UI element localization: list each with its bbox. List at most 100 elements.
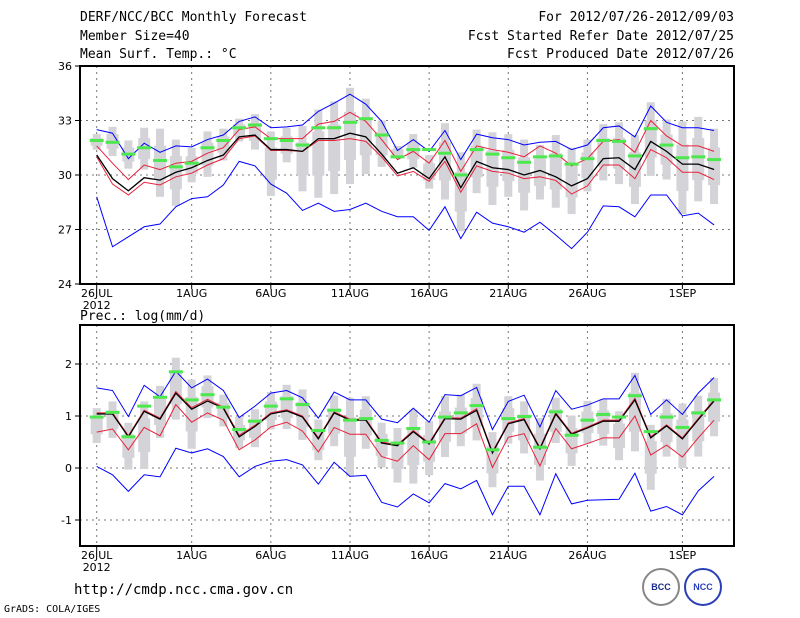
observation-mark — [248, 419, 262, 423]
ensemble-iqr-box — [375, 132, 388, 156]
ensemble-iqr-box — [343, 111, 356, 161]
observation-mark — [248, 123, 262, 127]
observation-mark — [612, 139, 627, 143]
ensemble-iqr-box — [533, 158, 546, 186]
observation-mark — [200, 393, 215, 397]
observation-mark — [406, 148, 421, 152]
observation-mark — [548, 410, 563, 414]
ensemble-iqr-box — [201, 386, 214, 408]
observation-mark — [216, 138, 231, 142]
ensemble-iqr-box — [407, 428, 420, 466]
observation-mark — [469, 404, 484, 408]
temperature-panel: 24 27 30 33 36 26JUL 1AUG 6AUG 11AUG 16AUG 21AUG 26… — [58, 60, 735, 312]
ensemble-mean-line — [96, 392, 715, 455]
ensemble-iqr-box — [549, 409, 562, 432]
ensemble-iqr-box — [708, 392, 721, 422]
observation-mark — [659, 143, 674, 147]
website-link[interactable]: http://cmdp.ncc.cma.gov.cn — [74, 582, 294, 598]
ensemble-iqr-box — [90, 416, 103, 435]
observation-mark — [327, 408, 342, 412]
observation-mark — [691, 411, 706, 415]
observation-mark — [279, 397, 294, 401]
ensemble-iqr-box — [613, 137, 626, 169]
ensemble-iqr-box — [486, 445, 499, 474]
observation-mark — [374, 438, 389, 442]
x-tick-label: 6AUG — [255, 287, 286, 300]
ensemble-iqr-box — [597, 138, 610, 167]
upper-spread-line — [96, 390, 715, 454]
observation-mark — [532, 445, 547, 449]
observation-mark — [548, 154, 563, 158]
observation-mark — [485, 448, 500, 452]
x-tick-label: 1SEP — [669, 287, 697, 300]
observation-mark — [627, 394, 642, 398]
observation-mark — [437, 415, 452, 419]
observation-mark — [216, 405, 231, 409]
plot-frame — [79, 324, 735, 547]
observation-mark — [659, 415, 674, 419]
observation-mark — [675, 425, 690, 429]
observation-mark — [168, 370, 183, 374]
x-tick-label: 11AUG — [331, 549, 369, 562]
ensemble-iqr-box — [391, 441, 404, 469]
x-tick-label: 16AUG — [410, 287, 448, 300]
ensemble-iqr-box — [581, 152, 594, 179]
observation-mark — [105, 140, 120, 144]
x-tick-label: 21AUG — [489, 287, 527, 300]
x-tick-label: 26AUG — [568, 549, 606, 562]
lower-spread-line — [96, 135, 715, 196]
observation-mark — [342, 120, 357, 124]
observation-mark — [327, 126, 342, 130]
forecast-period: For 2012/07/26-2012/09/03 — [538, 10, 734, 25]
lower-spread-line — [96, 403, 715, 469]
y-tick-label: 33 — [58, 115, 72, 128]
observation-mark — [532, 155, 547, 159]
observation-mark — [501, 417, 516, 421]
precip-panel: -1 0 1 2 26JUL 1AUG 6AUG 11AUG 16AUG 21AUG 26AUG 1S… — [61, 324, 735, 574]
start-date: Fcst Started Refer Date 2012/07/25 — [467, 29, 734, 44]
observation-mark — [422, 440, 437, 444]
ensemble-iqr-box — [613, 423, 626, 448]
observation-mark — [342, 418, 357, 422]
y-tick-label: 30 — [58, 169, 72, 182]
precip-panel-title: Prec.: log(mm/d) — [80, 309, 206, 324]
observation-mark — [596, 412, 611, 416]
ensemble-iqr-box — [106, 410, 119, 429]
bcc-logo: BCC — [642, 568, 680, 606]
observation-mark — [564, 433, 579, 437]
y-tick-label: 27 — [58, 224, 72, 237]
y-tick-label: 1 — [65, 410, 72, 423]
x-tick-label: 26AUG — [568, 287, 606, 300]
ensemble-iqr-box — [154, 145, 167, 180]
observation-mark — [168, 165, 183, 169]
observation-mark — [485, 152, 500, 156]
observation-mark — [422, 148, 437, 152]
y-tick-label: 24 — [58, 278, 72, 291]
x-tick-label: 1AUG — [176, 287, 207, 300]
ensemble-iqr-box — [692, 137, 705, 181]
plot-frame — [79, 65, 735, 285]
upper-spread-line — [96, 111, 715, 181]
ensemble-iqr-box — [708, 147, 721, 186]
ncc-logo-text: NCC — [693, 582, 713, 592]
ensemble-iqr-box — [644, 441, 657, 474]
ensemble-iqr-box — [502, 149, 515, 182]
y-tick-label: 36 — [58, 60, 72, 73]
ensemble-iqr-box — [185, 396, 198, 432]
observation-mark — [121, 152, 136, 156]
observation-mark — [627, 154, 642, 158]
max-line — [96, 370, 715, 431]
ensemble-iqr-box — [660, 413, 673, 443]
x-tick-label: 16AUG — [410, 549, 448, 562]
observation-mark — [707, 158, 722, 162]
observation-mark — [517, 415, 532, 419]
x-year-label: 2012 — [83, 299, 111, 312]
ensemble-iqr-box — [597, 410, 610, 434]
observation-mark — [453, 411, 468, 415]
observation-mark — [406, 426, 421, 430]
observation-mark — [295, 403, 310, 407]
observation-mark — [232, 126, 247, 130]
ensemble-iqr-box — [423, 434, 436, 462]
ensemble-iqr-box — [660, 134, 673, 165]
